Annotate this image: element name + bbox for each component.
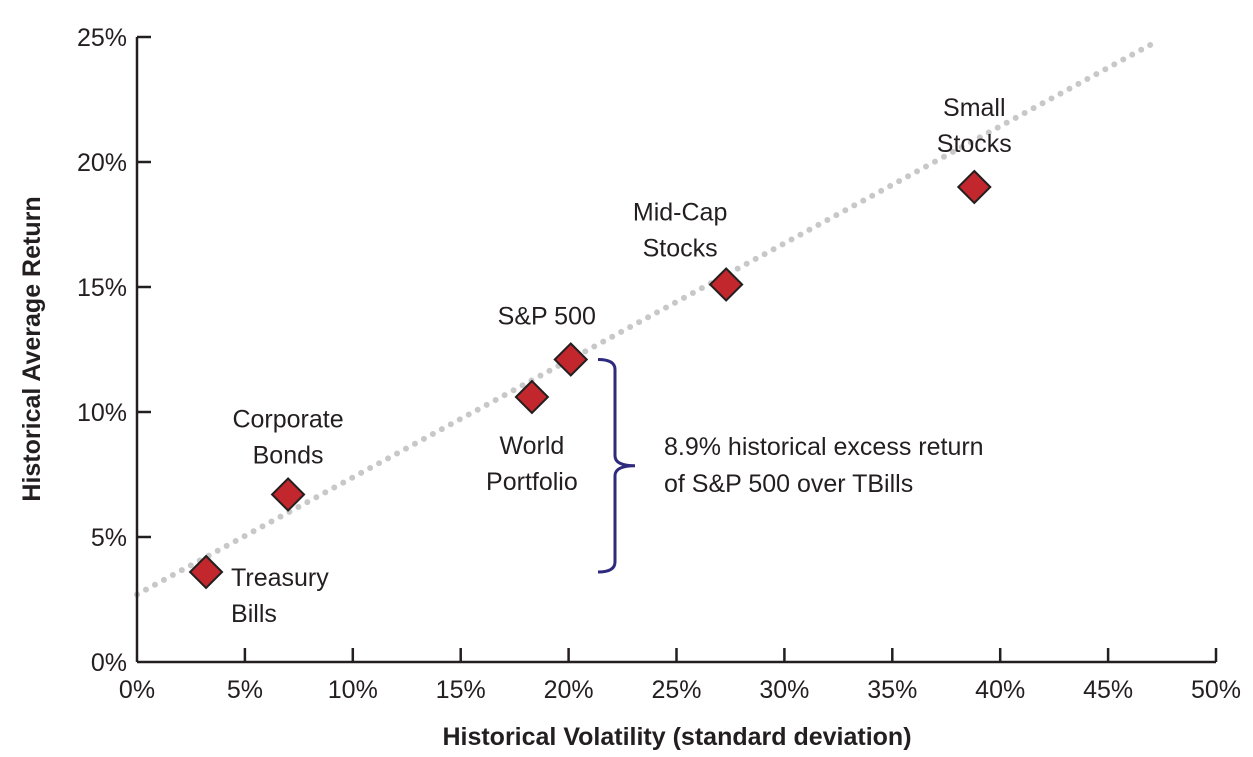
- x-tick-label: 0%: [119, 676, 155, 704]
- x-tick-label: 35%: [867, 676, 917, 704]
- y-tick-label: 5%: [91, 524, 127, 552]
- curly-bracket: [597, 358, 636, 574]
- markers-group: [188, 169, 992, 590]
- x-tick-label: 40%: [975, 676, 1025, 704]
- data-point-label: S&P 500: [498, 303, 596, 331]
- data-point-label: Stocks: [643, 235, 718, 263]
- x-tick-label: 20%: [544, 676, 594, 704]
- y-tick-label: 20%: [77, 149, 127, 177]
- data-point-label: Stocks: [937, 130, 1012, 158]
- x-tick-label: 30%: [759, 676, 809, 704]
- y-tick-label: 0%: [91, 649, 127, 677]
- data-point-label: Bills: [231, 600, 277, 628]
- trend-line: [134, 39, 1159, 598]
- y-tick-label: 25%: [77, 24, 127, 52]
- y-axis-title: Historical Average Return: [18, 196, 46, 501]
- x-tick-label: 10%: [328, 676, 378, 704]
- x-tick-label: 15%: [436, 676, 486, 704]
- point-labels-group: Treasury Bills Corporate Bonds World Portfoli…: [231, 94, 1012, 628]
- data-point-label: Treasury: [231, 564, 329, 592]
- data-point-label: Portfolio: [486, 468, 578, 496]
- trend-line-group: [134, 39, 1159, 598]
- y-tick-label: 10%: [77, 399, 127, 427]
- data-point-marker: [553, 342, 589, 377]
- x-axis-title: Historical Volatility (standard deviatio…: [442, 723, 911, 751]
- data-point-label: Mid-Cap: [633, 199, 727, 227]
- y-ticks-group: 0% 5% 10% 15% 20% 25%: [77, 24, 151, 677]
- x-tick-label: 45%: [1083, 676, 1133, 704]
- data-point-marker: [708, 267, 744, 302]
- x-ticks-group: 0% 5% 10% 15% 20% 25% 30% 35% 40% 45% 50%: [119, 648, 1241, 704]
- data-point-label: World: [499, 432, 564, 460]
- data-point-marker: [270, 477, 306, 512]
- x-tick-label: 50%: [1191, 676, 1241, 704]
- x-tick-label: 25%: [651, 676, 701, 704]
- annotation-line-2: of S&P 500 over TBills: [664, 470, 913, 498]
- data-point-marker: [956, 169, 992, 205]
- annotation-line-1: 8.9% historical excess return: [664, 433, 984, 461]
- y-tick-label: 15%: [77, 274, 127, 302]
- x-tick-label: 5%: [227, 676, 263, 704]
- data-point-marker: [188, 554, 224, 590]
- excess-return-bracket: [597, 358, 636, 574]
- data-point-label: Small: [943, 94, 1006, 122]
- data-point-label: Corporate: [232, 406, 343, 434]
- data-point-label: Bonds: [253, 442, 324, 470]
- data-point-marker: [514, 379, 550, 415]
